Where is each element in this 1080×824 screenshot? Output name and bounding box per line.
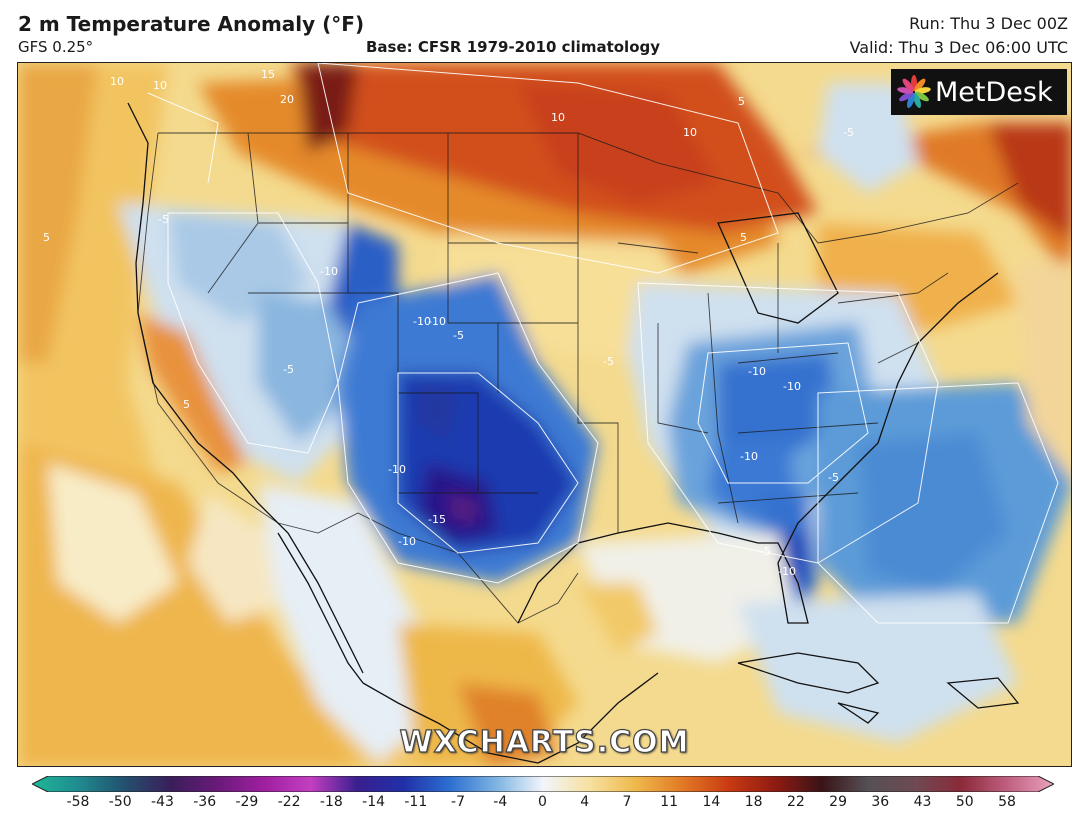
chart-title: 2 m Temperature Anomaly (°F) [18,12,365,36]
colorbar-tick-label: -22 [277,794,301,810]
colorbar-tick-label: -50 [108,794,132,810]
colorbar-tick-label: 0 [538,794,547,810]
colorbar-tick-label: -29 [235,794,259,810]
contour-label: -10 [320,265,338,278]
contour-label: -10 [748,365,766,378]
contour-label: 5 [43,231,50,244]
contour-label: -15 [428,513,446,526]
contour-label: -5 [453,329,464,342]
metdesk-logo-text: MetDesk [935,76,1053,108]
model-label: GFS 0.25° [18,38,94,56]
colorbar-tick-label: -14 [362,794,386,810]
contour-label: -5 [283,363,294,376]
metdesk-pinwheel-icon [897,75,931,109]
contour-label: -5 [760,545,771,558]
colorbar-ticks: -58 -50 -43 -36 -29 -22 -18 -14 -11 -7 -4 0 4 7 11 14 18… [0,794,1080,818]
colorbar-tick-label: 36 [871,794,890,810]
colorbar-tick-label: 18 [744,794,763,810]
contour-label: -10 [778,565,796,578]
contour-label: -5 [843,126,854,139]
anomaly-map: -15 -10 -10 -10 -10 -10 -10 -10 -10 -10 … [17,62,1072,767]
contour-label: -5 [158,213,169,226]
contour-label: 10 [110,75,124,88]
colorbar-tick-label: 50 [955,794,974,810]
colorbar-tick-label: -36 [193,794,217,810]
contour-label: 10 [683,126,697,139]
political-boundaries [137,132,1019,624]
colorbar-tick-label: 4 [580,794,590,810]
contour-label: -10 [413,315,431,328]
coastlines [127,102,1020,764]
colorbar-gradient [32,776,1054,792]
colorbar [32,776,1054,792]
anomaly-contours [147,63,1059,624]
valid-time-label: Valid: Thu 3 Dec 06:00 UTC [849,38,1068,57]
contour-label: 10 [153,79,167,92]
climatology-base-label: Base: CFSR 1979-2010 climatology [366,38,661,56]
contour-labels: -15 -10 -10 -10 -10 -10 -10 -10 -10 -10 … [43,68,854,578]
contour-label: -10 [388,463,406,476]
colorbar-tick-label: -11 [404,794,428,810]
wxcharts-watermark: WXCHARTS.COM [399,724,690,760]
contour-label: 15 [261,68,275,81]
contour-label: 5 [183,398,190,411]
colorbar-tick-label: -4 [493,794,508,810]
contour-label: -5 [828,471,839,484]
colorbar-tick-label: -18 [319,794,343,810]
metdesk-logo: MetDesk [891,69,1067,115]
colorbar-tick-label: 58 [998,794,1016,810]
contour-label: 5 [738,95,745,108]
contour-label: -10 [428,315,446,328]
colorbar-tick-label: 7 [622,794,632,810]
colorbar-tick-label: -58 [66,794,90,810]
contour-label: -10 [740,450,758,463]
colorbar-tick-label: 11 [660,794,679,810]
run-time-label: Run: Thu 3 Dec 00Z [909,14,1068,33]
colorbar-tick-label: 43 [913,794,932,810]
map-canvas: -15 -10 -10 -10 -10 -10 -10 -10 -10 -10 … [18,63,1071,766]
contour-label: -5 [603,355,614,368]
colorbar-tick-label: -43 [151,794,174,810]
colorbar-tick-label: 22 [786,794,805,810]
anomaly-shading [18,63,1071,766]
colorbar-tick-label: 29 [829,794,847,810]
contour-label: 20 [280,93,294,106]
colorbar-tick-label: -7 [451,794,466,810]
colorbar-tick-label: 14 [702,794,721,810]
contour-label: 10 [551,111,565,124]
contour-label: 5 [740,231,747,244]
contour-label: -10 [783,380,801,393]
contour-label: -10 [398,535,416,548]
